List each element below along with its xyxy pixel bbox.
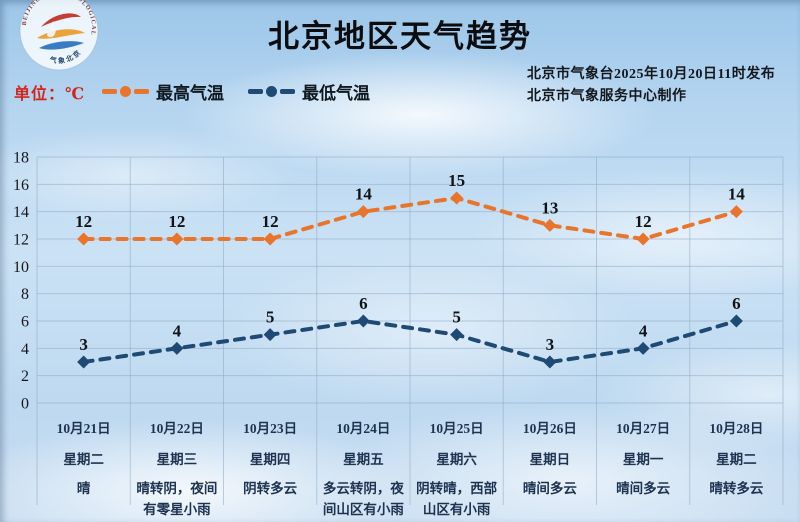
date-label: 10月27日 bbox=[616, 421, 671, 436]
min-temp-data-label: 5 bbox=[266, 308, 275, 327]
weather-description: 晴间多云 bbox=[522, 481, 577, 496]
weekday-label: 星期五 bbox=[343, 452, 384, 467]
weather-description: 阴转多云 bbox=[243, 481, 298, 496]
min-temp-data-label: 3 bbox=[79, 335, 88, 354]
x-label-column: 10月22日 星期三晴转阴，夜间有零星小雨 bbox=[130, 409, 223, 517]
y-tick-label: 0 bbox=[21, 396, 29, 413]
y-tick-label: 18 bbox=[13, 150, 29, 167]
min-temp-data-label: 5 bbox=[452, 308, 461, 327]
max-temp-data-label: 12 bbox=[262, 212, 279, 231]
max-temp-marker bbox=[450, 191, 464, 205]
date-label: 10月21日 bbox=[56, 421, 111, 436]
weekday-label: 星期三 bbox=[156, 452, 198, 467]
issue-info: 北京市气象台2025年10月20日11时发布 北京市气象服务中心制作 bbox=[527, 64, 775, 108]
weekday-label: 星期一 bbox=[622, 452, 664, 467]
date-label: 10月22日 bbox=[149, 421, 204, 436]
weather-description: 晴转多云 bbox=[709, 481, 764, 496]
max-temp-data-label: 13 bbox=[541, 198, 558, 217]
min-temp-data-label: 4 bbox=[173, 321, 182, 340]
max-temp-data-label: 14 bbox=[355, 185, 373, 204]
weekday-label: 星期二 bbox=[63, 452, 104, 467]
y-tick-label: 16 bbox=[13, 177, 29, 194]
weekday-label: 星期二 bbox=[716, 452, 757, 467]
max-temp-marker bbox=[77, 232, 91, 246]
weekday-label: 星期四 bbox=[249, 452, 291, 467]
y-tick-label: 6 bbox=[21, 314, 29, 331]
issue-line-1: 北京市气象台2025年10月20日11时发布 bbox=[527, 67, 776, 82]
date-label: 10月24日 bbox=[336, 421, 391, 436]
weather-description: 晴转阴，夜间有零星小雨 bbox=[136, 481, 218, 517]
max-temp-marker bbox=[263, 232, 277, 246]
max-temp-data-label: 14 bbox=[728, 185, 746, 204]
date-label: 10月23日 bbox=[243, 421, 298, 436]
legend-label-max-temp: 最高气温 bbox=[156, 84, 224, 103]
y-tick-label: 12 bbox=[13, 232, 29, 249]
y-tick-label: 10 bbox=[13, 259, 29, 276]
x-label-column: 10月27日 星期一晴间多云 bbox=[597, 409, 690, 513]
min-temp-marker bbox=[356, 314, 370, 328]
page-title: 北京地区天气趋势 bbox=[268, 19, 532, 54]
issue-line-2: 北京市气象服务中心制作 bbox=[527, 89, 687, 104]
legend-label-min-temp: 最低气温 bbox=[302, 84, 370, 103]
x-axis-labels: 10月21日 星期二晴 10月22日 星期三 晴转阴，夜间有零星小雨 10月23日 星期四阴… bbox=[37, 409, 783, 517]
max-temp-marker bbox=[170, 232, 184, 246]
meteorological-service-logo-icon: BEIJING METEOROLOGICAL SERVICE 气象北京 bbox=[17, 0, 99, 71]
x-label-column: 10月21日 星期二晴 bbox=[37, 409, 130, 513]
min-temp-marker bbox=[170, 341, 184, 355]
min-temp-data-label: 6 bbox=[732, 294, 741, 313]
legend-item-max-temp: 最高气温 bbox=[102, 79, 224, 104]
min-temp-line-icon bbox=[248, 86, 295, 97]
min-temp-marker bbox=[450, 328, 464, 342]
max-temp-data-label: 12 bbox=[168, 212, 185, 231]
min-temp-marker bbox=[729, 314, 743, 328]
max-temp-marker bbox=[729, 205, 743, 219]
y-tick-label: 4 bbox=[21, 341, 29, 358]
legend-item-min-temp: 最低气温 bbox=[248, 79, 370, 104]
x-label-column: 10月28日 星期二晴转多云 bbox=[690, 409, 783, 513]
weather-description: 多云转阴，夜间山区有小雨 bbox=[322, 481, 404, 517]
max-temp-data-label: 12 bbox=[635, 212, 652, 231]
y-tick-label: 8 bbox=[21, 286, 29, 303]
x-label-column: 10月25日 星期六阴转晴，西部山区有小雨 bbox=[410, 409, 503, 517]
date-label: 10月25日 bbox=[429, 421, 484, 436]
weather-description: 阴转晴，西部山区有小雨 bbox=[416, 481, 498, 517]
date-label: 10月28日 bbox=[709, 421, 764, 436]
max-temp-marker bbox=[543, 218, 557, 232]
min-temp-marker bbox=[263, 328, 277, 342]
max-temp-data-label: 12 bbox=[75, 212, 92, 231]
min-temp-marker bbox=[636, 341, 650, 355]
weekday-label: 星期日 bbox=[529, 452, 571, 467]
x-label-column: 10月26日 星期日晴间多云 bbox=[503, 409, 596, 513]
weather-description: 晴 bbox=[76, 481, 91, 496]
max-temp-marker bbox=[356, 205, 370, 219]
weekday-label: 星期六 bbox=[436, 452, 477, 467]
min-temp-line bbox=[81, 318, 739, 365]
max-temp-line bbox=[81, 195, 739, 242]
min-temp-marker bbox=[543, 355, 557, 369]
unit-label: 单位：℃ bbox=[14, 86, 86, 103]
min-temp-marker bbox=[77, 355, 91, 369]
max-temp-line-icon bbox=[102, 86, 149, 97]
min-temp-data-label: 3 bbox=[546, 335, 555, 354]
max-temp-data-label: 15 bbox=[448, 171, 465, 190]
y-tick-label: 14 bbox=[13, 204, 29, 221]
y-tick-label: 2 bbox=[21, 368, 29, 385]
min-temp-data-label: 4 bbox=[639, 321, 648, 340]
x-label-column: 10月24日 星期五多云转阴，夜间山区有小雨 bbox=[317, 409, 410, 517]
max-temp-marker bbox=[636, 232, 650, 246]
chart-legend: 最高气温 最低气温 bbox=[102, 79, 370, 104]
date-label: 10月26日 bbox=[522, 421, 577, 436]
weather-description: 晴间多云 bbox=[616, 481, 671, 496]
x-label-column: 10月23日 星期四阴转多云 bbox=[224, 409, 317, 513]
min-temp-data-label: 6 bbox=[359, 294, 368, 313]
